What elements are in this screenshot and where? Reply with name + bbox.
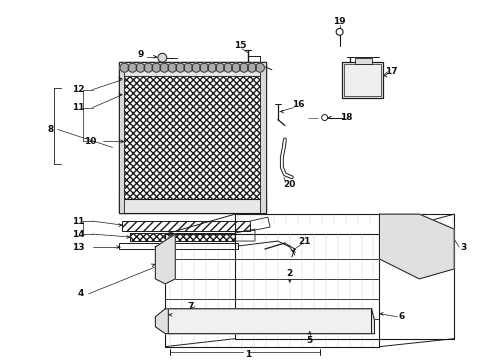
Text: 5: 5 xyxy=(307,336,313,345)
Text: 17: 17 xyxy=(385,67,398,76)
Text: 16: 16 xyxy=(292,100,304,109)
Circle shape xyxy=(255,63,265,72)
Bar xyxy=(355,58,372,64)
Circle shape xyxy=(208,63,217,72)
Text: 8: 8 xyxy=(48,125,54,134)
Polygon shape xyxy=(371,309,374,334)
Text: 15: 15 xyxy=(234,41,246,50)
Bar xyxy=(119,199,266,213)
Circle shape xyxy=(336,28,343,35)
Text: 20: 20 xyxy=(284,180,296,189)
Bar xyxy=(119,62,266,76)
Text: 13: 13 xyxy=(73,243,85,252)
Text: 11: 11 xyxy=(73,103,85,112)
Text: 6: 6 xyxy=(398,312,405,321)
Circle shape xyxy=(240,63,248,72)
Circle shape xyxy=(232,63,241,72)
Circle shape xyxy=(223,63,233,72)
Circle shape xyxy=(247,63,256,72)
Circle shape xyxy=(192,63,201,72)
Text: 21: 21 xyxy=(298,237,311,246)
Circle shape xyxy=(216,63,224,72)
Circle shape xyxy=(136,63,145,72)
Circle shape xyxy=(160,63,169,72)
Text: 10: 10 xyxy=(84,137,97,146)
Text: 1: 1 xyxy=(245,350,251,359)
Bar xyxy=(121,76,264,199)
Text: 12: 12 xyxy=(73,85,85,94)
Circle shape xyxy=(158,53,167,62)
Text: 14: 14 xyxy=(73,230,85,239)
Bar xyxy=(343,64,381,96)
Circle shape xyxy=(176,63,185,72)
Circle shape xyxy=(120,63,129,72)
Text: 19: 19 xyxy=(333,17,346,26)
Circle shape xyxy=(184,63,193,72)
Circle shape xyxy=(168,63,177,72)
Text: 18: 18 xyxy=(341,113,353,122)
Circle shape xyxy=(144,63,153,72)
Text: 9: 9 xyxy=(137,50,144,59)
Bar xyxy=(342,62,384,98)
Bar xyxy=(119,243,238,249)
Polygon shape xyxy=(155,234,175,284)
Text: 11: 11 xyxy=(73,217,85,226)
Circle shape xyxy=(128,63,137,72)
Bar xyxy=(122,221,250,231)
Text: 4: 4 xyxy=(77,289,84,298)
Text: 3: 3 xyxy=(460,243,466,252)
Text: 2: 2 xyxy=(287,269,293,278)
Bar xyxy=(119,62,266,213)
Text: 7: 7 xyxy=(187,302,194,311)
Polygon shape xyxy=(165,309,374,334)
Circle shape xyxy=(322,114,328,121)
Bar xyxy=(119,62,124,213)
Circle shape xyxy=(152,63,161,72)
Polygon shape xyxy=(379,214,454,279)
Polygon shape xyxy=(250,217,270,231)
Bar xyxy=(260,62,266,213)
Polygon shape xyxy=(155,309,168,334)
Circle shape xyxy=(200,63,209,72)
Polygon shape xyxy=(235,229,255,241)
Bar xyxy=(130,233,235,241)
